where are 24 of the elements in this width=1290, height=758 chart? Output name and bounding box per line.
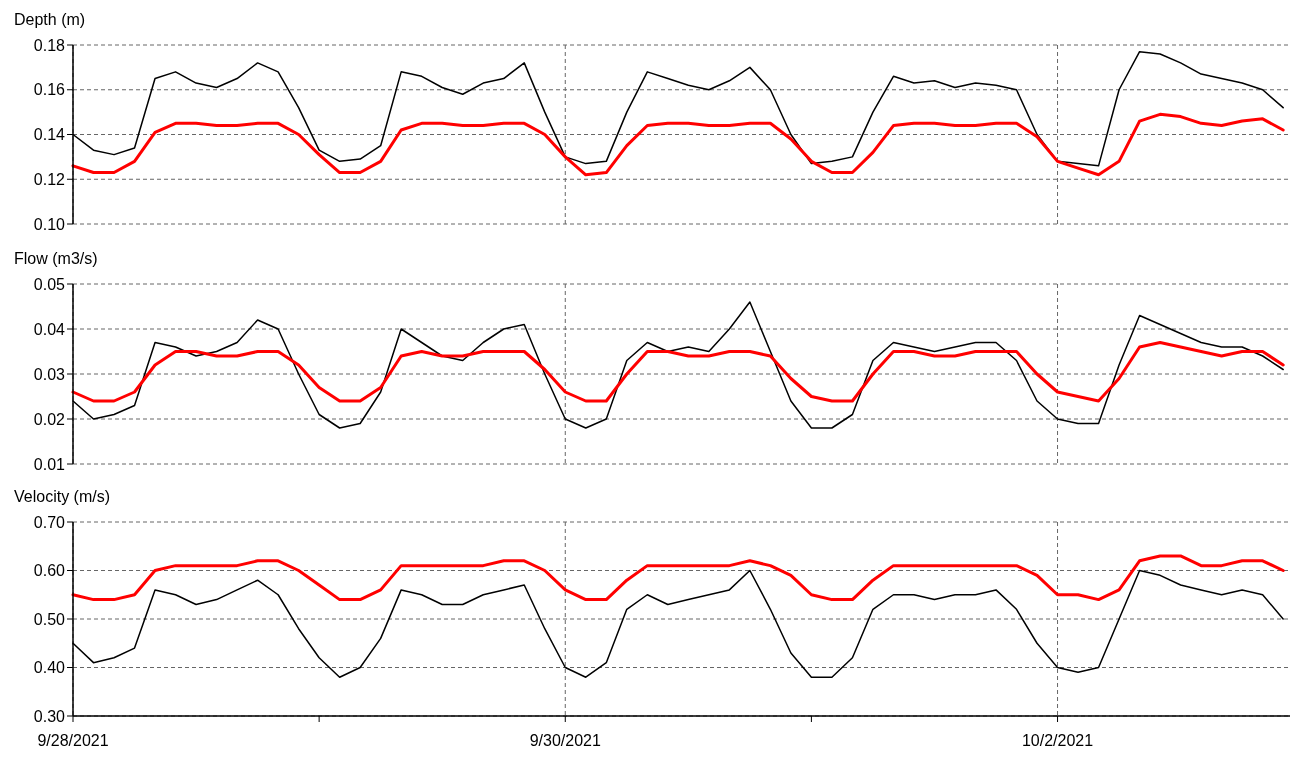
x-tick-label: 9/30/2021 — [529, 732, 601, 749]
y-axis-title: Depth (m) — [14, 11, 86, 28]
y-axis-title: Flow (m3/s) — [14, 250, 98, 267]
y-tick-label: 0.14 — [33, 126, 66, 144]
x-tick-label: 9/28/2021 — [37, 732, 109, 749]
line-series — [71, 112, 1285, 177]
y-tick-label: 0.12 — [33, 170, 66, 188]
y-tick-label: 0.50 — [33, 610, 66, 628]
y-tick-label: 0.10 — [33, 215, 66, 233]
y-tick-label: 0.70 — [33, 513, 66, 531]
line-series — [71, 341, 1285, 403]
y-tick-label: 0.30 — [33, 707, 66, 725]
y-tick-label: 0.01 — [33, 455, 66, 473]
y-tick-label: 0.40 — [33, 659, 66, 677]
x-tick-label: 10/2/2021 — [1021, 732, 1094, 749]
line-series — [71, 554, 1285, 602]
y-tick-label: 0.02 — [33, 410, 66, 428]
y-tick-label: 0.18 — [33, 36, 66, 54]
y-tick-label: 0.05 — [33, 275, 66, 293]
y-axis-title: Velocity (m/s) — [14, 488, 111, 505]
y-tick-label: 0.60 — [33, 562, 66, 580]
y-tick-label: 0.04 — [33, 320, 66, 338]
y-tick-label: 0.16 — [33, 81, 66, 99]
y-tick-label: 0.03 — [33, 365, 66, 383]
